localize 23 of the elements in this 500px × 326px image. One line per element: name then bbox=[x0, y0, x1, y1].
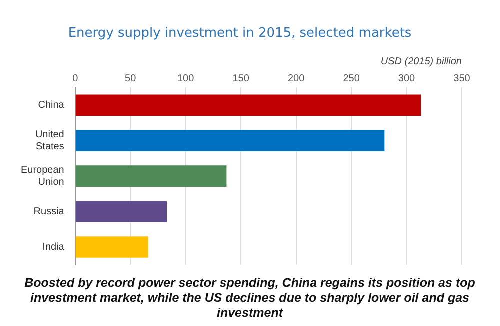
bar bbox=[76, 166, 227, 187]
bar bbox=[76, 201, 168, 222]
category-label: United bbox=[35, 130, 64, 141]
category-label: Union bbox=[38, 177, 64, 188]
x-tick-label: 150 bbox=[232, 73, 250, 84]
x-tick-label: 50 bbox=[125, 73, 137, 84]
x-tick-label: 200 bbox=[288, 73, 306, 84]
bar bbox=[76, 236, 148, 258]
x-tick-label: 250 bbox=[343, 73, 360, 84]
x-tick-label: 100 bbox=[177, 73, 195, 84]
x-tick-label: 0 bbox=[72, 73, 79, 84]
category-label: Russia bbox=[34, 206, 64, 218]
category-label: States bbox=[36, 142, 64, 153]
category-label: China bbox=[38, 100, 64, 112]
category-label: European bbox=[20, 165, 64, 176]
chart-title: Energy supply investment in 2015, selected markets bbox=[68, 26, 412, 42]
category-label: India bbox=[42, 242, 64, 254]
x-axis-title: USD (2015) billion bbox=[380, 56, 462, 68]
text: Boosted by record power sector spending, China regains its position as top investment market, while the US declines due to sharply lower oil and gas investment bbox=[24, 276, 476, 321]
bar bbox=[76, 130, 385, 152]
bar bbox=[76, 94, 422, 116]
x-tick-label: 300 bbox=[398, 73, 416, 84]
x-tick-label: 350 bbox=[454, 73, 471, 84]
